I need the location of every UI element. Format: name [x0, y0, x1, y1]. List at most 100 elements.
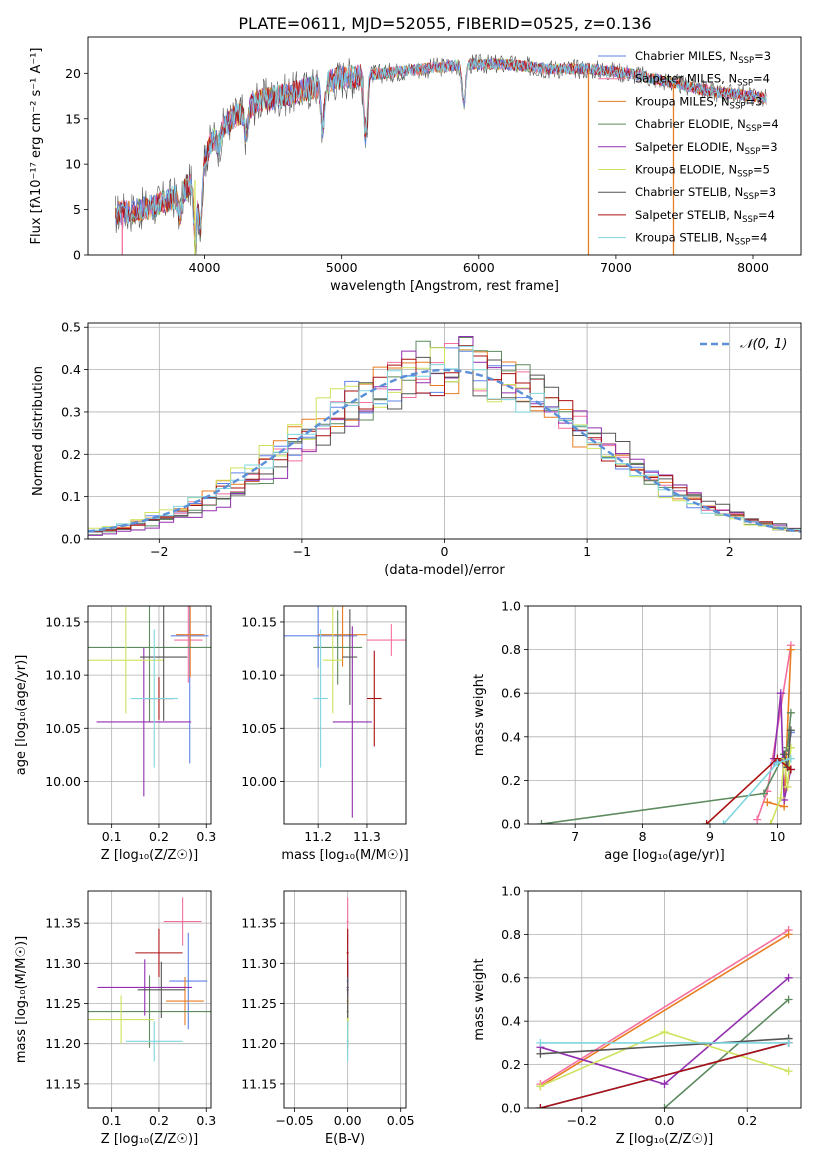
weight-marker: [780, 750, 789, 759]
y-axis-label: age [log₁₀(age/yr)]: [14, 655, 29, 776]
legend-label-sub: SSP: [735, 238, 751, 248]
histogram-kroupa-stelib: [88, 345, 801, 539]
weight-marker: [784, 995, 793, 1004]
legend-label-main: Salpeter STELIB, N: [635, 208, 742, 222]
weight-marker: [786, 765, 795, 774]
x-tick-label: 0.1: [102, 829, 122, 844]
legend-label: 𝒩(0, 1): [740, 337, 787, 352]
x-tick-label: 9: [706, 829, 714, 844]
legend-label-suffix: =5: [753, 163, 770, 177]
mass-weight-vs-metallicity-panel: −0.2 0.0 0.2 0.0 0.2 0.4 0.6 0.8 1.0 Z [log₁₀(Z/Z…: [472, 884, 802, 1147]
x-tick-label: 8: [639, 829, 647, 844]
legend-label-main: Chabrier MILES, N: [635, 49, 738, 63]
y-tick-label: 10.15: [45, 614, 81, 629]
histogram-salpeter-stelib: [88, 345, 801, 539]
x-tick-label: −2: [150, 544, 168, 559]
y-tick-label: 11.30: [45, 956, 81, 971]
y-tick-label: 10.00: [241, 774, 277, 789]
x-axis-label: wavelength [Angstrom, rest frame]: [330, 279, 559, 294]
x-tick-label: 6000: [463, 260, 495, 275]
y-axis-label: mass weight: [472, 674, 487, 756]
legend-label-main: Chabrier STELIB, N: [635, 185, 743, 199]
spectrum-line-salpeter-stelib: [115, 58, 767, 239]
weight-marker: [776, 793, 785, 802]
y-tick-label: 10.00: [45, 774, 81, 789]
plot-area: [346, 897, 349, 1062]
y-axis-label: Normed distribution: [31, 366, 46, 496]
y-tick-label: 11.20: [241, 1036, 277, 1051]
legend-label-main: Chabrier ELODIE, N: [635, 117, 746, 131]
axes-frame: [283, 605, 407, 825]
age-vs-mass-panel: 11.2 11.3 10.00 10.05 10.10 10.15 mass [log₁₀(…: [241, 605, 409, 863]
weight-marker: [784, 973, 793, 982]
x-tick-label: 0.2: [149, 1113, 169, 1128]
y-tick-label: 0.1: [61, 489, 81, 504]
y-tick-label: 0.2: [501, 773, 521, 788]
y-tick-label: 0.2: [501, 1057, 521, 1072]
axes-frame: [87, 322, 802, 540]
weight-marker: [784, 930, 793, 939]
axes-frame: [87, 605, 212, 825]
x-tick-label: 0.00: [334, 1113, 362, 1128]
legend-label-main: Kroupa STELIB, N: [635, 231, 735, 245]
y-tick-label: 11.15: [45, 1076, 81, 1091]
y-tick-label: 0.5: [61, 320, 81, 335]
figure-title: PLATE=0611, MJD=52055, FIBERID=0525, z=0…: [238, 14, 651, 33]
plot-area: [536, 926, 793, 1108]
x-tick-label: −0.05: [275, 1113, 313, 1128]
x-tick-label: −0.2: [567, 1113, 597, 1128]
x-axis-label: (data-model)/error: [384, 563, 505, 578]
legend-label: Chabrier ELODIE, NSSP=4: [635, 117, 779, 134]
y-tick-label: 0.8: [501, 927, 521, 942]
legend-label: Salpeter ELODIE, NSSP=3: [635, 140, 778, 157]
y-tick-label: 10.05: [45, 721, 81, 736]
legend-label-sub: SSP: [746, 124, 762, 134]
y-tick-label: 1.0: [501, 599, 521, 614]
y-tick-label: 10.05: [241, 721, 277, 736]
legend-label-suffix: =4: [753, 72, 770, 86]
y-tick-label: 0.4: [61, 362, 81, 377]
x-tick-label: −1: [293, 544, 311, 559]
legend-label-sub: SSP: [737, 79, 753, 89]
y-tick-label: 11.25: [45, 996, 81, 1011]
plot-area: [88, 336, 801, 539]
legend-label-main: Salpeter ELODIE, N: [635, 140, 745, 154]
y-tick-label: 0.2: [61, 447, 81, 462]
weight-marker: [786, 708, 795, 717]
legend-label-suffix: =4: [762, 117, 779, 131]
y-tick-label: 15: [65, 111, 81, 126]
x-tick-label: 0.3: [196, 1113, 216, 1128]
mass-vs-extinction-panel: −0.05 0.00 0.05 11.15 11.20 11.25 11.30 11.35 E(…: [241, 890, 415, 1147]
x-axis-label: mass [log₁₀(M/M☉)]: [281, 848, 408, 863]
axes-frame: [87, 890, 212, 1109]
weight-marker: [759, 789, 768, 798]
mass-weight-vs-age-panel: 7 8 9 10 0.0 0.2 0.4 0.6 0.8 1.0 age [log₁₀(age/yr…: [472, 599, 802, 863]
y-tick-label: 1.0: [501, 884, 521, 899]
y-tick-label: 10: [65, 157, 81, 172]
weight-marker: [660, 1104, 669, 1108]
legend-label-sub: SSP: [742, 215, 758, 225]
legend-label-sub: SSP: [738, 56, 754, 66]
x-tick-label: 5000: [326, 260, 358, 275]
x-tick-label: 10: [769, 829, 785, 844]
weight-marker: [776, 689, 785, 698]
x-tick-label: 7000: [600, 260, 632, 275]
plot-area: [284, 606, 406, 818]
residual-histogram-panel: −2 −1 0 1 2 0.0 0.1 0.2 0.3 0.4 0.5 (data-model)/er…: [31, 320, 802, 578]
y-tick-label: 5: [73, 202, 81, 217]
legend-label-sub: SSP: [743, 192, 759, 202]
legend-label-main: Kroupa MILES, N: [635, 94, 730, 108]
legend-label-sub: SSP: [730, 101, 746, 111]
y-tick-label: 0.0: [61, 532, 81, 547]
weight-marker: [536, 1049, 545, 1058]
weight-line-kroupa-miles: [539, 933, 790, 1087]
x-tick-label: 0.0: [655, 1113, 675, 1128]
legend-label-suffix: =3: [754, 49, 771, 63]
weight-marker: [786, 726, 795, 735]
x-tick-label: 7: [571, 829, 579, 844]
x-tick-label: 0.2: [737, 1113, 757, 1128]
normal-curve: [88, 368, 801, 533]
x-axis-label: Z [log₁₀(Z/Z☉)]: [616, 1132, 713, 1147]
x-tick-label: 2: [726, 544, 734, 559]
